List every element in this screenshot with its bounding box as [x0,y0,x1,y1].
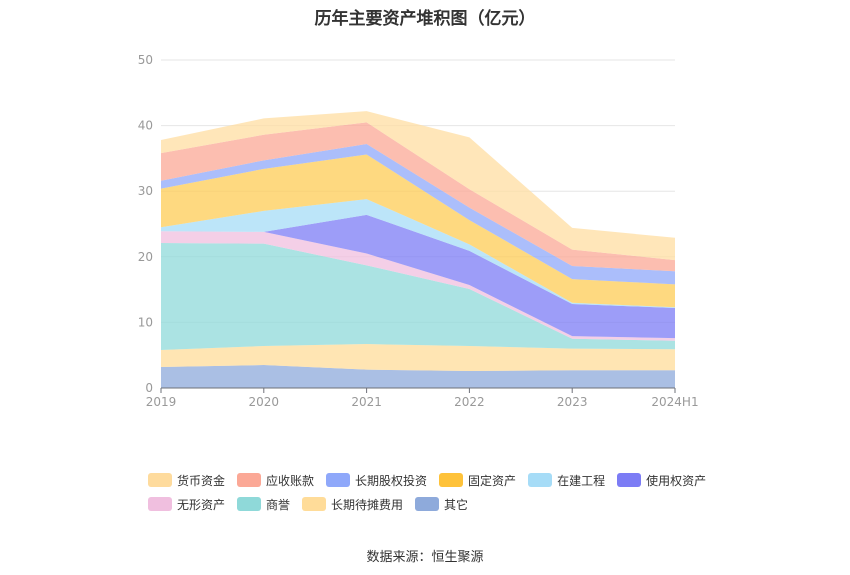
legend-swatch [302,497,327,511]
axes: 0 10 20 30 40 50 2019 2020 2021 2022 2023 2024H1 [138,53,699,409]
legend-swatch [326,473,351,487]
area-series-9 [161,111,675,261]
area-series-3 [161,231,675,341]
legend-item[interactable]: 长期待摊费用 [302,496,403,512]
legend-item[interactable]: 长期股权投资 [326,472,427,488]
chart-title: 历年主要资产堆积图（亿元） [314,9,536,29]
legend-label: 其它 [444,497,469,512]
legend-label: 在建工程 [557,473,606,488]
legend-label: 长期股权投资 [355,473,428,488]
legend-swatch [415,497,440,511]
area-series-group [161,111,675,388]
y-tick-label: 30 [138,184,153,198]
legend: 货币资金 应收账款 长期股权投资 固定资产 在建工程 使用权资产无形资产 商誉 长期待摊费用 其… [148,472,728,512]
legend-swatch [237,473,262,487]
legend-label: 应收账款 [266,473,315,488]
legend-item[interactable]: 应收账款 [237,472,314,488]
area-series-1 [161,344,675,371]
x-tick-label: 2021 [351,395,382,409]
legend-swatch [617,473,642,487]
area-series-7 [161,143,675,285]
legend-label: 商誉 [266,497,291,512]
legend-swatch [237,497,262,511]
x-tick-label: 2024H1 [651,395,698,409]
x-tick-label: 2019 [146,395,177,409]
legend-swatch [439,473,464,487]
area-series-0 [161,365,675,388]
x-tick-label: 2022 [454,395,485,409]
area-series-8 [161,122,675,272]
legend-swatch [148,497,172,511]
legend-item[interactable]: 无形资产 [148,496,225,512]
x-tick-label: 2020 [249,395,280,409]
legend-item[interactable]: 商誉 [237,496,290,512]
legend-swatch [148,473,172,487]
legend-item[interactable]: 在建工程 [528,472,605,488]
legend-item[interactable]: 其它 [415,496,468,512]
y-tick-label: 20 [138,250,153,264]
y-tick-label: 50 [138,53,153,67]
area-series-5 [161,199,675,308]
legend-item[interactable]: 使用权资产 [617,472,706,488]
area-series-6 [161,154,675,308]
y-tick-label: 10 [138,315,153,329]
area-series-2 [161,243,675,350]
data-source-note: 数据来源：恒生聚源 [366,550,484,565]
legend-label: 长期待摊费用 [331,497,404,512]
x-tick-label: 2023 [557,395,588,409]
legend-swatch [528,473,553,487]
y-tick-label: 0 [145,381,153,395]
legend-label: 固定资产 [468,473,517,488]
y-tick-label: 40 [138,119,153,133]
legend-item[interactable]: 货币资金 [148,472,225,488]
legend-label: 无形资产 [177,497,226,512]
legend-label: 货币资金 [177,473,226,488]
legend-item[interactable]: 固定资产 [439,472,516,488]
area-series-4 [161,214,675,339]
legend-label: 使用权资产 [646,473,707,488]
